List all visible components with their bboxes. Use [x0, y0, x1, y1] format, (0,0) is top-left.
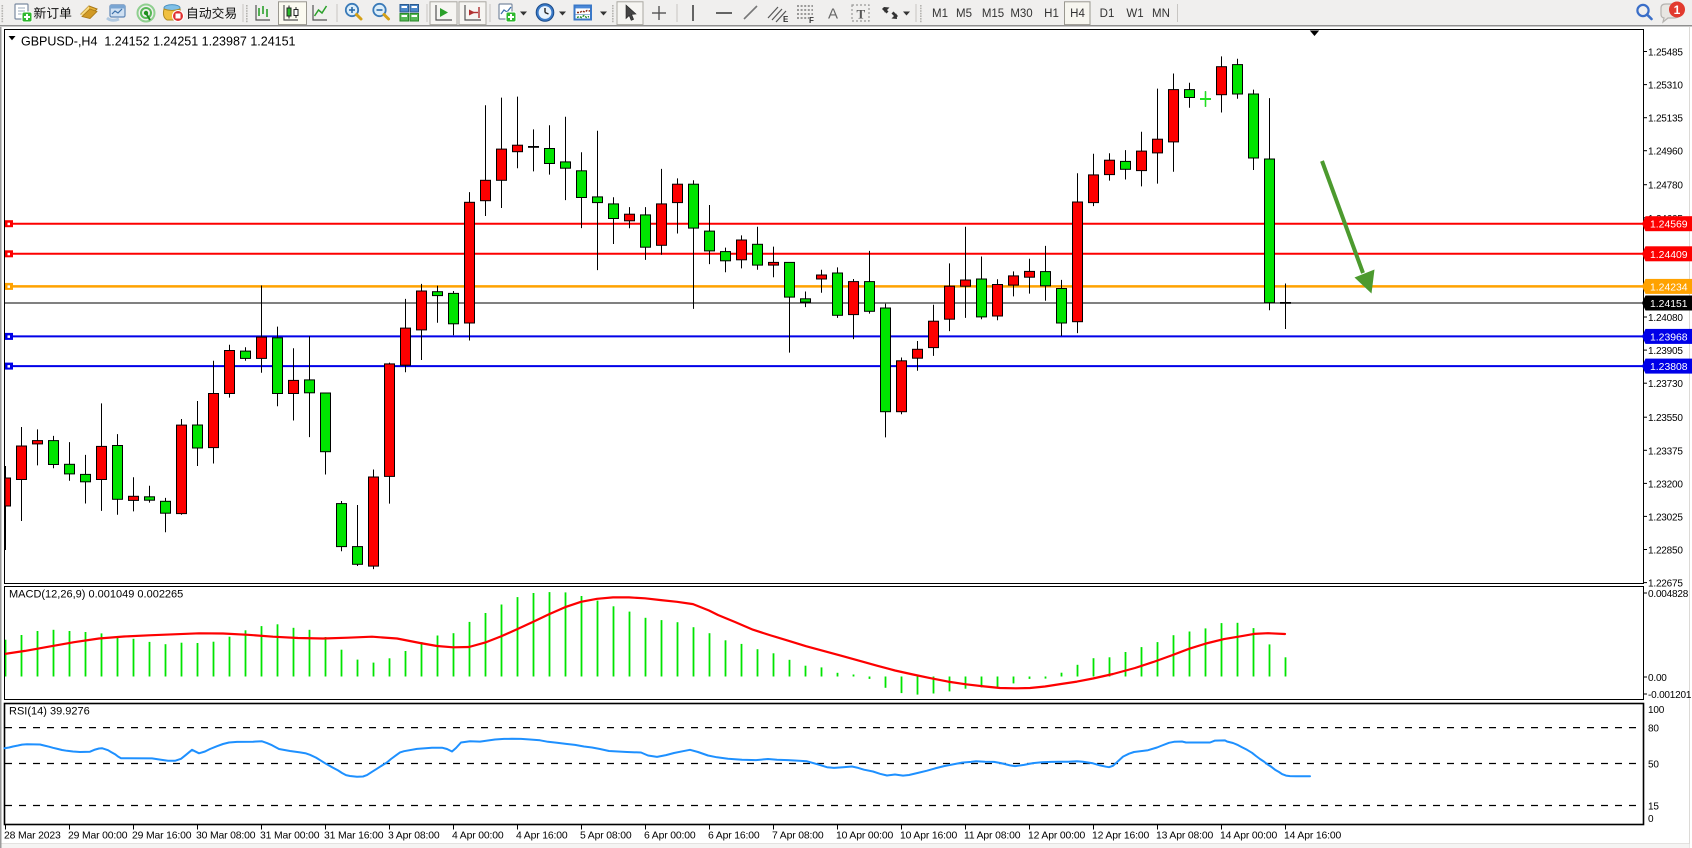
- svg-text:12 Apr 16:00: 12 Apr 16:00: [1092, 831, 1150, 842]
- svg-text:10 Apr 00:00: 10 Apr 00:00: [836, 831, 894, 842]
- svg-text:7 Apr 08:00: 7 Apr 08:00: [772, 831, 824, 842]
- svg-text:T: T: [857, 7, 866, 22]
- svg-text:15: 15: [1648, 802, 1659, 813]
- svg-text:1.24151: 1.24151: [1650, 299, 1688, 310]
- svg-text:30 Mar 08:00: 30 Mar 08:00: [196, 831, 256, 842]
- svg-text:14 Apr 16:00: 14 Apr 16:00: [1284, 831, 1342, 842]
- svg-text:3 Apr 08:00: 3 Apr 08:00: [388, 831, 440, 842]
- svg-text:1.25310: 1.25310: [1648, 81, 1683, 92]
- svg-text:1.24409: 1.24409: [1650, 250, 1688, 261]
- svg-text:1: 1: [1674, 3, 1681, 17]
- svg-text:H1: H1: [1044, 8, 1059, 20]
- svg-text:F: F: [809, 16, 814, 25]
- svg-text:M15: M15: [982, 8, 1004, 20]
- svg-text:1.23808: 1.23808: [1650, 362, 1688, 373]
- svg-text:13 Apr 08:00: 13 Apr 08:00: [1156, 831, 1214, 842]
- svg-text:1.23550: 1.23550: [1648, 413, 1683, 424]
- svg-text:1.22850: 1.22850: [1648, 546, 1683, 557]
- svg-text:12 Apr 00:00: 12 Apr 00:00: [1028, 831, 1086, 842]
- svg-text:W1: W1: [1126, 8, 1143, 20]
- svg-text:80: 80: [1648, 724, 1659, 735]
- svg-text:GBPUSD-,H4 1.24152 1.24251 1.: GBPUSD-,H4 1.24152 1.24251 1.23987 1.241…: [21, 35, 296, 49]
- svg-text:10 Apr 16:00: 10 Apr 16:00: [900, 831, 958, 842]
- svg-text:6 Apr 00:00: 6 Apr 00:00: [644, 831, 696, 842]
- svg-text:0.00: 0.00: [1648, 673, 1667, 684]
- svg-text:1.23968: 1.23968: [1650, 332, 1688, 343]
- svg-text:14 Apr 00:00: 14 Apr 00:00: [1220, 831, 1278, 842]
- svg-text:MACD(12,26,9) 0.001049 0.00226: MACD(12,26,9) 0.001049 0.002265: [9, 589, 183, 601]
- svg-text:1.23730: 1.23730: [1648, 379, 1683, 390]
- svg-text:1.23905: 1.23905: [1648, 346, 1683, 357]
- svg-text:1.23025: 1.23025: [1648, 512, 1683, 523]
- svg-text:0: 0: [1648, 814, 1654, 825]
- svg-text:29 Mar 16:00: 29 Mar 16:00: [132, 831, 192, 842]
- svg-text:MN: MN: [1152, 8, 1170, 20]
- svg-text:4 Apr 16:00: 4 Apr 16:00: [516, 831, 568, 842]
- svg-text:11 Apr 08:00: 11 Apr 08:00: [964, 831, 1021, 842]
- svg-text:4 Apr 00:00: 4 Apr 00:00: [452, 831, 504, 842]
- svg-text:1.24569: 1.24569: [1650, 220, 1688, 231]
- svg-text:H4: H4: [1070, 8, 1085, 20]
- svg-text:0.004828: 0.004828: [1648, 589, 1689, 600]
- svg-text:1.24234: 1.24234: [1650, 282, 1688, 293]
- svg-text:50: 50: [1648, 760, 1659, 771]
- svg-text:M30: M30: [1010, 8, 1032, 20]
- svg-text:1.22675: 1.22675: [1648, 579, 1683, 590]
- svg-text:M1: M1: [932, 8, 948, 20]
- svg-text:28 Mar 2023: 28 Mar 2023: [4, 831, 61, 842]
- svg-text:100: 100: [1648, 705, 1665, 716]
- svg-text:1.24080: 1.24080: [1648, 313, 1683, 324]
- svg-text:5 Apr 08:00: 5 Apr 08:00: [580, 831, 632, 842]
- svg-text:31 Mar 00:00: 31 Mar 00:00: [260, 831, 320, 842]
- svg-text:1.25135: 1.25135: [1648, 114, 1683, 125]
- svg-text:1.23200: 1.23200: [1648, 479, 1683, 490]
- svg-text:RSI(14) 39.9276: RSI(14) 39.9276: [9, 706, 90, 718]
- svg-text:-0.001201: -0.001201: [1648, 690, 1692, 701]
- svg-text:29 Mar 00:00: 29 Mar 00:00: [68, 831, 128, 842]
- svg-text:A: A: [828, 6, 838, 23]
- svg-text:E: E: [783, 15, 789, 24]
- svg-text:1.24960: 1.24960: [1648, 147, 1683, 158]
- svg-text:6 Apr 16:00: 6 Apr 16:00: [708, 831, 760, 842]
- svg-text:M5: M5: [956, 8, 972, 20]
- svg-text:31 Mar 16:00: 31 Mar 16:00: [324, 831, 384, 842]
- svg-text:1.25485: 1.25485: [1648, 48, 1683, 59]
- svg-text:1.24780: 1.24780: [1648, 181, 1683, 192]
- svg-text:1.23375: 1.23375: [1648, 446, 1683, 457]
- svg-text:D1: D1: [1100, 8, 1115, 20]
